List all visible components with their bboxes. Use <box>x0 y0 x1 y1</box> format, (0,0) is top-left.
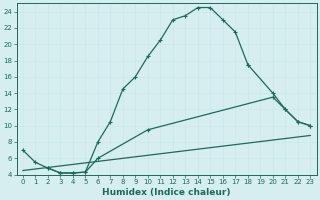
X-axis label: Humidex (Indice chaleur): Humidex (Indice chaleur) <box>102 188 231 197</box>
